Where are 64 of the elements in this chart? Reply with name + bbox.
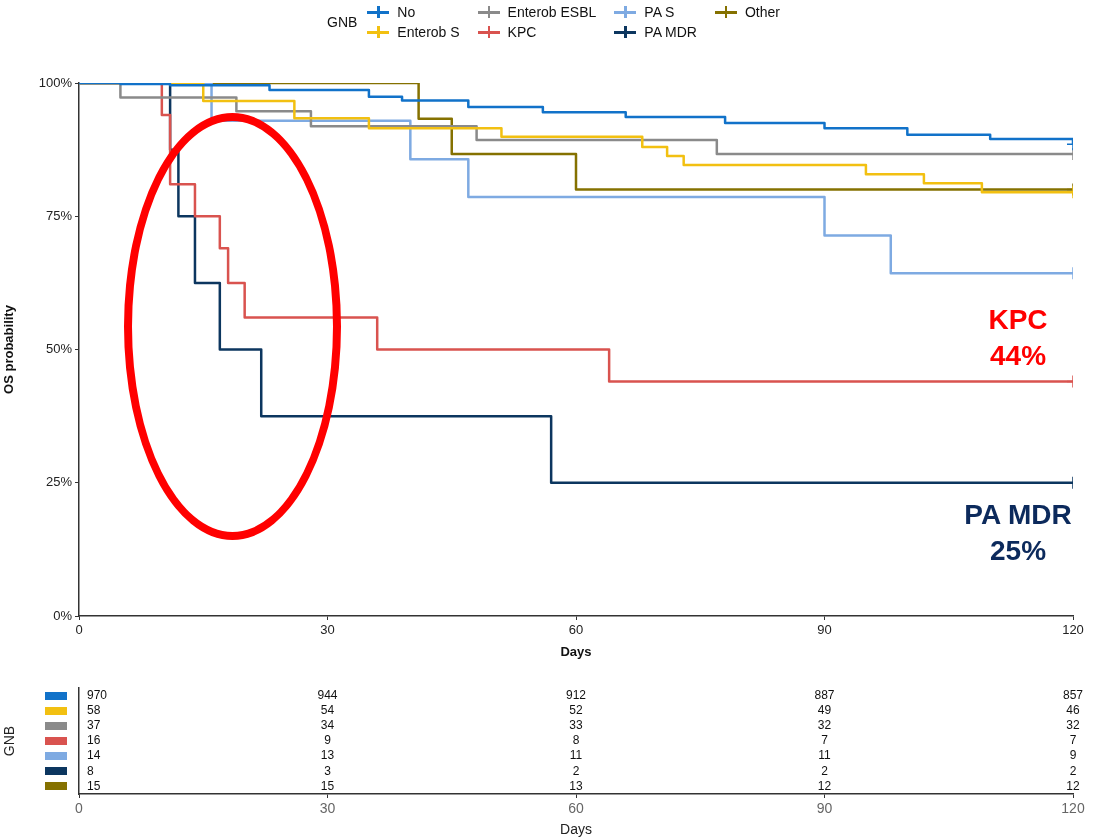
data-label: 3 [324,763,332,778]
data-label: 912 [565,687,587,702]
x-tick-label: 30 [319,800,336,817]
legend-label: KPC [507,24,537,40]
data-label: 12 [1066,778,1080,793]
legend-label: Enterob S [397,24,460,40]
data-label: 13 [320,748,335,763]
data-label: 58 [86,703,101,718]
legend-title: GNB [327,14,358,30]
legend-label: PA S [644,4,675,20]
x-tick-label: 30 [320,622,335,638]
x-tick-label: 90 [817,622,832,638]
data-label: 2 [821,763,829,778]
data-label: 9 [324,733,332,748]
data-label: 32 [817,718,832,733]
data-label: 11 [818,748,832,763]
data-label: 11 [569,748,583,763]
data-label: 7 [821,733,829,748]
y-axis-title: OS probability [1,304,17,394]
data-label: 9 [1069,748,1077,763]
x-tick-label: 120 [1061,800,1085,817]
x-axis-title: Days [560,821,592,838]
data-label: 46 [1066,703,1080,718]
data-label: 857 [1062,687,1084,702]
legend-label: PA MDR [644,24,697,40]
data-label: 8 [86,763,94,778]
x-tick-label: 120 [1062,622,1084,638]
data-label: 12 [817,778,832,793]
data-label: 33 [569,718,583,733]
data-label: 49 [817,703,832,718]
data-label: 15 [320,778,335,793]
y-tick-label: 75% [45,207,73,223]
data-label: 13 [569,778,583,793]
data-label: 52 [569,703,583,718]
legend-label: No [397,4,416,20]
y-tick-label: 25% [45,474,73,490]
data-label: 887 [814,687,835,702]
data-label: 16 [86,733,101,748]
y-tick-label: 0% [53,607,73,623]
data-label: 37 [86,718,101,733]
y-axis-title: GNB [1,725,18,757]
legend-label: Enterob ESBL [507,4,597,20]
x-tick-label: 90 [816,800,833,817]
x-tick-label: 60 [568,800,584,817]
data-label: 2 [1069,763,1077,778]
data-label: 54 [320,703,335,718]
x-tick-label: 0 [75,800,84,817]
y-tick-label: 100% [38,74,73,90]
x-axis-title: Days [560,643,592,659]
data-label: 970 [87,687,108,702]
data-label: 8 [572,733,580,748]
data-label: 7 [1069,733,1077,748]
data-label: 34 [320,718,335,733]
x-tick-label: 60 [568,622,584,638]
x-tick-label: 0 [75,622,83,638]
data-label: 944 [317,687,338,702]
data-label: 32 [1066,718,1080,733]
data-label: 15 [86,778,101,793]
annotation: PA MDR 25% [964,499,1072,567]
data-label: 2 [572,763,580,778]
annotation: KPC 44% [988,304,1048,372]
data-label: 14 [86,748,101,763]
legend-label: Other [744,4,780,20]
y-tick-label: 50% [45,341,73,357]
